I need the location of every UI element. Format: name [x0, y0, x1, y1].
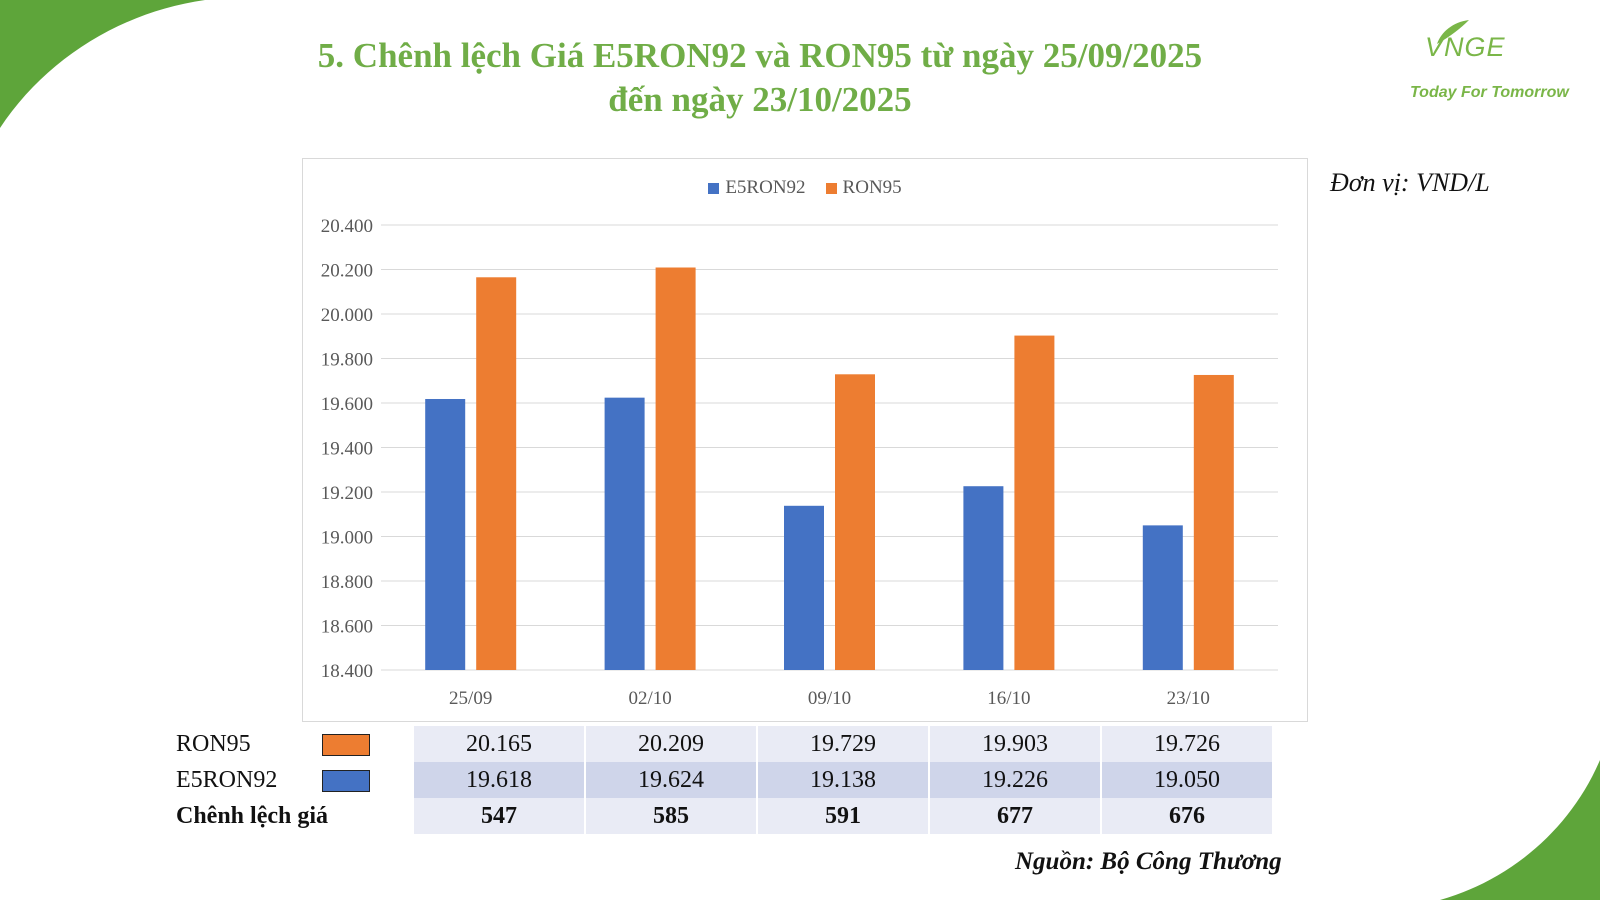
table-cell: 585 — [586, 798, 756, 834]
table-row-difference: Chênh lệch giá 547 585 591 677 676 — [174, 798, 1272, 834]
y-tick-label: 20.200 — [321, 261, 373, 282]
bottom-right-corner-decoration — [1440, 760, 1600, 900]
legend-label-ron95: RON95 — [842, 177, 902, 198]
bar-e5ron92 — [604, 397, 645, 670]
table-cell: 677 — [930, 798, 1100, 834]
table-cell: 20.209 — [586, 726, 756, 762]
table-cell: 19.624 — [586, 762, 756, 798]
row-label-text: Chênh lệch giá — [176, 802, 329, 829]
table-cell: 19.729 — [758, 726, 928, 762]
table-cell: 547 — [414, 798, 584, 834]
table-cell: 591 — [758, 798, 928, 834]
row-label-ron95: RON95 — [174, 726, 412, 762]
y-tick-label: 19.200 — [321, 483, 373, 504]
bar-ron95 — [835, 374, 875, 670]
price-table: RON95 20.165 20.209 19.729 19.903 19.726… — [172, 726, 1274, 834]
bar-ron95 — [1014, 335, 1055, 670]
y-tick-label: 19.400 — [321, 439, 373, 460]
bar-chart: 18.400 18.600 18.800 19.000 19.200 19.400 19.6… — [321, 216, 1278, 709]
y-tick-label: 18.400 — [321, 661, 373, 682]
legend-swatch-ron95 — [825, 182, 837, 194]
ron95-color-swatch — [322, 734, 370, 756]
chart-area: E5RON92 RON95 18.400 18.600 18.800 19.000 19… — [302, 158, 1308, 722]
x-tick-label: 09/10 — [808, 688, 851, 709]
x-tick-label: 25/09 — [449, 688, 492, 709]
company-logo: VNGE Today For Tomorrow — [1395, 18, 1585, 108]
bar-ron95 — [655, 267, 696, 670]
legend-label-e5ron92: E5RON92 — [725, 177, 806, 198]
e5ron92-color-swatch — [322, 770, 370, 792]
row-label-text: RON95 — [176, 730, 251, 757]
bar-e5ron92 — [784, 505, 824, 670]
row-label-text: E5RON92 — [176, 766, 278, 793]
page-title: 5. Chênh lệch Giá E5RON92 và RON95 từ ng… — [230, 34, 1290, 122]
table-cell: 19.050 — [1102, 762, 1272, 798]
y-tick-label: 18.600 — [321, 617, 373, 638]
table-cell: 19.618 — [414, 762, 584, 798]
table-cell: 19.903 — [930, 726, 1100, 762]
y-tick-label: 19.800 — [321, 350, 373, 371]
source-note: Nguồn: Bộ Công Thương — [1015, 848, 1282, 875]
table-cell: 19.138 — [758, 762, 928, 798]
table-cell: 20.165 — [414, 726, 584, 762]
logo-brand: VNGE — [1425, 32, 1506, 62]
row-label-difference: Chênh lệch giá — [174, 798, 412, 834]
title-line-1: 5. Chênh lệch Giá E5RON92 và RON95 từ ng… — [317, 36, 1203, 75]
legend-item-ron95: RON95 — [825, 177, 902, 199]
table-cell: 676 — [1102, 798, 1272, 834]
bar-e5ron92 — [963, 486, 1004, 670]
table-cell: 19.726 — [1102, 726, 1272, 762]
legend-item-e5ron92: E5RON92 — [708, 177, 806, 199]
leaf-icon — [1437, 20, 1469, 44]
row-label-e5ron92: E5RON92 — [174, 762, 412, 798]
y-tick-label: 19.600 — [321, 394, 373, 415]
x-tick-label: 23/10 — [1167, 688, 1210, 709]
title-line-2: đến ngày 23/10/2025 — [608, 80, 912, 119]
chart-legend: E5RON92 RON95 — [303, 177, 1307, 199]
table-row-ron95: RON95 20.165 20.209 19.729 19.903 19.726 — [174, 726, 1272, 762]
logo-tagline: Today For Tomorrow — [1410, 84, 1569, 101]
table-cell: 19.226 — [930, 762, 1100, 798]
bar-ron95 — [1193, 374, 1234, 670]
legend-swatch-e5ron92 — [708, 182, 720, 194]
top-left-corner-decoration — [0, 0, 205, 128]
x-tick-label: 16/10 — [987, 688, 1030, 709]
y-tick-label: 19.000 — [321, 528, 373, 549]
bar-e5ron92 — [425, 398, 466, 670]
bar-e5ron92 — [1142, 525, 1183, 670]
unit-label: Đơn vị: VND/L — [1330, 168, 1490, 197]
y-tick-label: 20.400 — [321, 216, 373, 237]
x-tick-label: 02/10 — [628, 688, 671, 709]
y-tick-label: 18.800 — [321, 572, 373, 593]
y-tick-label: 20.000 — [321, 305, 373, 326]
table-row-e5ron92: E5RON92 19.618 19.624 19.138 19.226 19.0… — [174, 762, 1272, 798]
bar-ron95 — [476, 277, 517, 670]
